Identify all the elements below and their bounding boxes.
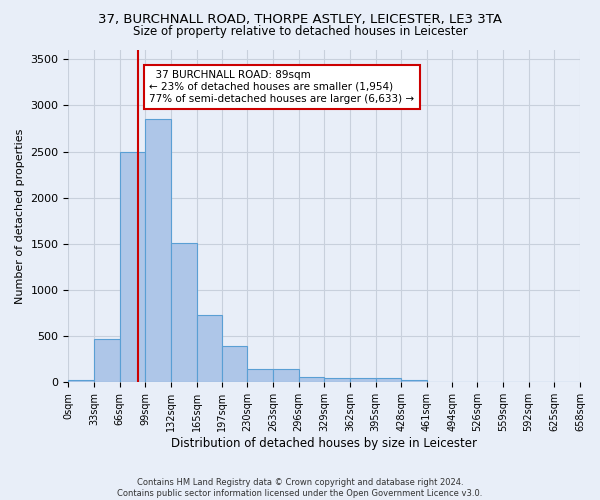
Y-axis label: Number of detached properties: Number of detached properties [15,128,25,304]
Bar [145,119,171,382]
Bar [221,346,247,382]
Bar [171,243,197,382]
Bar [401,380,427,382]
Text: Contains HM Land Registry data © Crown copyright and database right 2024.
Contai: Contains HM Land Registry data © Crown c… [118,478,482,498]
Bar [68,380,94,382]
Bar [299,377,324,382]
X-axis label: Distribution of detached houses by size in Leicester: Distribution of detached houses by size … [171,437,477,450]
Text: 37, BURCHNALL ROAD, THORPE ASTLEY, LEICESTER, LE3 3TA: 37, BURCHNALL ROAD, THORPE ASTLEY, LEICE… [98,12,502,26]
Bar [247,369,273,382]
Bar [120,152,145,382]
Bar [273,369,299,382]
Bar [324,378,350,382]
Text: 37 BURCHNALL ROAD: 89sqm
← 23% of detached houses are smaller (1,954)
77% of sem: 37 BURCHNALL ROAD: 89sqm ← 23% of detach… [149,70,415,104]
Text: Size of property relative to detached houses in Leicester: Size of property relative to detached ho… [133,25,467,38]
Bar [94,339,120,382]
Bar [376,378,401,382]
Bar [197,315,221,382]
Bar [350,378,376,382]
